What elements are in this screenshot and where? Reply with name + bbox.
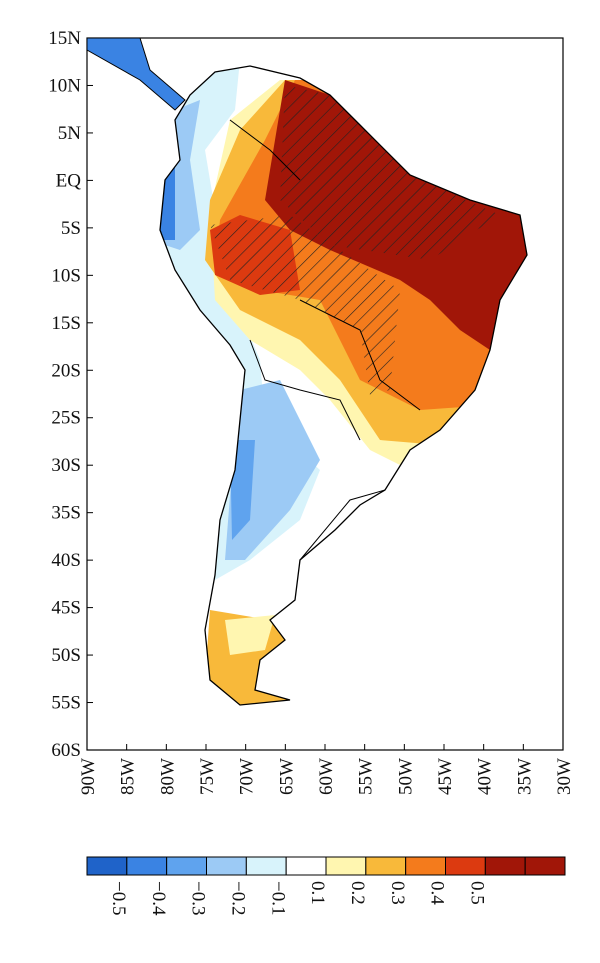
colorbar-label: 0.3 xyxy=(387,881,408,905)
y-tick-label: 25S xyxy=(51,408,81,429)
y-tick-label: 35S xyxy=(51,503,81,524)
colorbar-bin xyxy=(484,856,526,876)
y-tick-label: 20S xyxy=(51,360,81,381)
y-tick-label: 50S xyxy=(51,645,81,666)
x-tick-label: 75W xyxy=(197,758,218,795)
x-tick-label: 40W xyxy=(475,758,496,795)
colorbar-bin xyxy=(126,856,168,876)
colorbar-bin xyxy=(325,856,367,876)
x-tick-label: 50W xyxy=(395,758,416,795)
colorbar-label: 0.4 xyxy=(427,881,448,905)
y-tick-label: 5N xyxy=(58,123,82,144)
colorbar-bin xyxy=(445,856,486,876)
y-tick-label: 45S xyxy=(51,598,81,619)
colorbar-label: −0.3 xyxy=(188,881,209,915)
central-america xyxy=(86,37,186,111)
x-tick-label: 55W xyxy=(356,758,377,795)
x-tick-label: 90W xyxy=(78,758,99,795)
colorbar-bin xyxy=(405,856,446,876)
x-tick-label: 85W xyxy=(118,758,139,795)
x-tick-label: 35W xyxy=(514,758,535,795)
colorbar-label: −0.2 xyxy=(227,881,248,915)
y-tick-label: 60S xyxy=(51,740,81,761)
y-tick-label: 10S xyxy=(51,265,81,286)
y-tick-label: 55S xyxy=(51,693,81,714)
y-tick-label: 40S xyxy=(51,550,81,571)
y-tick-label: EQ xyxy=(56,170,82,191)
borders xyxy=(229,119,421,561)
colorbar-label: 0.2 xyxy=(347,881,368,905)
colorbar-label: −0.4 xyxy=(148,881,169,916)
x-tick-label: 60W xyxy=(316,758,337,795)
x-tick-label: 80W xyxy=(157,758,178,795)
colorbar-bin xyxy=(86,856,128,876)
y-tick-label: 10N xyxy=(48,75,81,96)
x-tick-label: 65W xyxy=(276,758,297,795)
colorbar-bin xyxy=(206,856,247,876)
colorbar-bin xyxy=(166,856,208,876)
x-tick-label: 45W xyxy=(435,758,456,795)
colorbar-bin xyxy=(245,856,287,876)
colorbar-label: 0.5 xyxy=(466,881,487,905)
colorbar-bin xyxy=(285,856,327,876)
colorbar: −0.5 −0.4 −0.3 −0.2 −0.1 0.1 0.2 0.3 0.4 0.5 xyxy=(86,856,566,916)
y-tick-label: 15N xyxy=(48,28,81,49)
colorbar-bin xyxy=(524,856,566,876)
y-tick-label: 5S xyxy=(61,218,81,239)
colorbar-label: −0.5 xyxy=(108,881,129,915)
x-tick-label: 30W xyxy=(554,758,575,795)
colorbar-bin xyxy=(365,856,407,876)
colorbar-label: 0.1 xyxy=(307,881,328,905)
colorbar-label: −0.1 xyxy=(267,881,288,915)
y-tick-label: 30S xyxy=(51,455,81,476)
x-tick-label: 70W xyxy=(237,758,258,795)
y-tick-label: 15S xyxy=(51,313,81,334)
